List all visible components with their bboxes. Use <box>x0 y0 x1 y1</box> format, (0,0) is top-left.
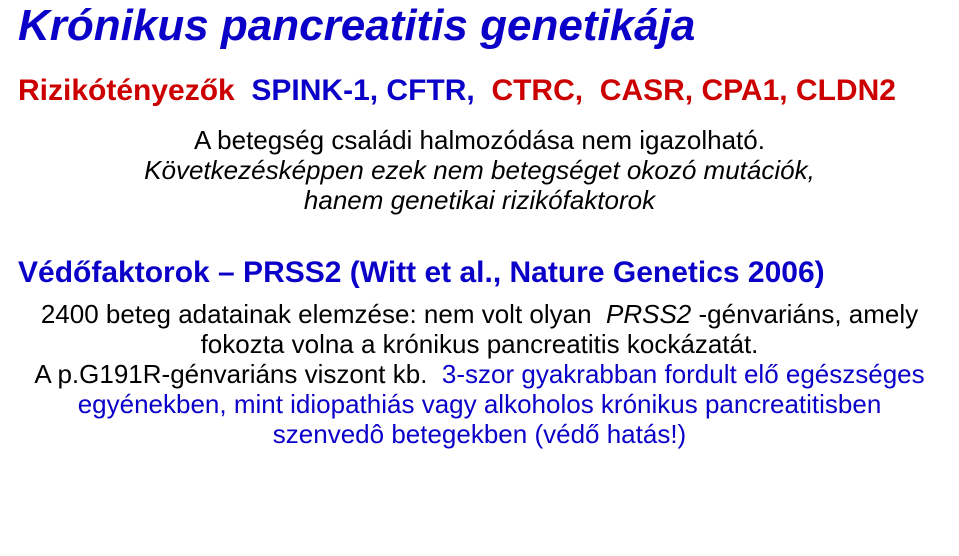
p2-d: fokozta volna a krónikus pancreatitis ko… <box>201 329 759 359</box>
p2-b: PRSS2 <box>606 299 691 329</box>
paragraph-1: A betegség családi halmozódása nem igazo… <box>18 126 941 216</box>
p2-e: A p.G191R-génvariáns viszont kb. <box>34 359 434 389</box>
rf-label: Rizikótényezők <box>18 74 243 107</box>
prot-text: Védőfaktorok – PRSS2 (Witt et al., Natur… <box>18 256 825 289</box>
p1-l3: hanem genetikai rizikófaktorok <box>304 185 655 215</box>
rf-g3: CASR, CPA1, CLDN2 <box>600 74 896 107</box>
title: Krónikus pancreatitis genetikája <box>18 2 941 50</box>
rf-g2: CTRC, <box>491 74 591 107</box>
title-part-1: Krónikus pancreatitis genetikája <box>18 1 695 50</box>
p2-g: egyénekben, mint idiopathiás vagy alkoho… <box>78 389 882 419</box>
slide: Krónikus pancreatitis genetikája Rizikót… <box>0 2 959 556</box>
p2-f: 3-szor gyakrabban fordult elő egészséges <box>442 359 925 389</box>
rf-g1: SPINK-1, CFTR, <box>251 74 483 107</box>
p1-l2a: Következésképpen ezek nem betegséget oko… <box>144 155 815 185</box>
p2-h: szenvedô betegekben (védő hatás!) <box>273 419 686 449</box>
p2-a: 2400 beteg adatainak elemzése: nem volt … <box>41 299 599 329</box>
paragraph-2: 2400 beteg adatainak elemzése: nem volt … <box>18 300 941 449</box>
p2-c: -génvariáns, amely <box>699 299 919 329</box>
p1-l1: A betegség családi halmozódása nem igazo… <box>194 125 765 155</box>
protective-heading: Védőfaktorok – PRSS2 (Witt et al., Natur… <box>18 256 941 290</box>
risk-factors-heading: Rizikótényezők SPINK-1, CFTR, CTRC, CASR… <box>18 74 941 108</box>
